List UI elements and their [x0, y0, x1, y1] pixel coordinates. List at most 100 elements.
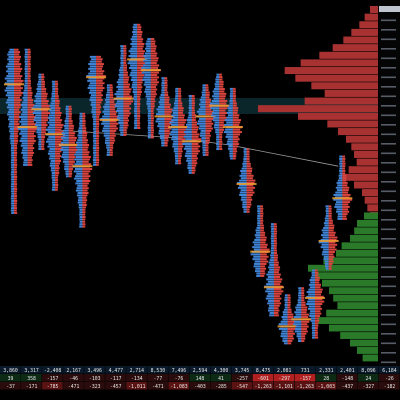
ask-cell [191, 157, 198, 160]
ask-cell [14, 195, 18, 198]
table-cell-value: 358 [27, 376, 36, 382]
ask-cell [150, 45, 157, 48]
bid-cell [131, 45, 138, 48]
ask-cell [273, 273, 281, 276]
table-cell [273, 374, 295, 382]
ask-cell [137, 28, 142, 31]
bid-cell [155, 113, 165, 116]
table-cell-value: 7,496 [172, 368, 187, 374]
ask-cell [123, 45, 127, 48]
ask-cell [301, 328, 307, 331]
ask-cell [205, 132, 211, 135]
bid-cell [77, 192, 83, 194]
ask-cell [55, 176, 58, 179]
bid-cell [146, 102, 151, 105]
bid-cell [310, 319, 315, 322]
bid-cell [9, 127, 14, 130]
bid-cell [65, 172, 69, 175]
ask-cell [14, 151, 18, 154]
ask-cell [314, 293, 322, 296]
ask-cell [273, 242, 278, 245]
bid-cell [294, 330, 302, 333]
axis-tick [381, 57, 396, 60]
ask-cell [301, 306, 308, 309]
bid-cell [103, 105, 110, 108]
ask-cell [246, 172, 252, 175]
ask-cell [301, 316, 309, 319]
bid-cell [338, 174, 343, 177]
bid-cell [148, 122, 151, 125]
ask-cell [260, 212, 264, 215]
ask-cell [14, 142, 18, 145]
ask-cell [342, 155, 346, 158]
ask-cell [109, 93, 114, 96]
table-cell [315, 366, 337, 374]
ask-cell [55, 114, 61, 117]
axis-tick [381, 114, 396, 117]
ask-cell [150, 90, 156, 93]
ask-cell [328, 217, 332, 220]
bid-cell [47, 116, 56, 119]
bid-cell [298, 294, 302, 297]
ask-cell [27, 87, 32, 90]
bid-cell [119, 124, 124, 127]
bid-cell [131, 83, 138, 86]
bid-cell [322, 231, 329, 234]
footprint-bar [72, 112, 93, 228]
ask-cell [150, 88, 158, 91]
ask-cell [14, 185, 17, 188]
ask-cell [205, 108, 212, 111]
bid-cell [21, 123, 28, 126]
ask-cell [41, 104, 51, 107]
bid-cell [93, 142, 97, 145]
bid-cell [266, 278, 274, 281]
bid-cell [269, 268, 274, 271]
table-cell-value: -1,101 [276, 384, 293, 390]
bid-cell [161, 144, 165, 147]
ask-cell [27, 82, 31, 85]
ask-cell [219, 121, 224, 124]
ask-cell [27, 147, 35, 150]
ask-cell [328, 214, 332, 217]
bid-cell [239, 179, 247, 182]
ask-cell [55, 102, 60, 105]
bid-cell [20, 144, 28, 147]
bid-cell [198, 117, 206, 120]
ask-cell [123, 71, 129, 74]
ask-cell [260, 229, 264, 232]
bid-cell [201, 139, 206, 142]
bid-cell [34, 116, 42, 119]
ask-cell [68, 127, 74, 130]
table-cell [168, 374, 189, 382]
bid-cell [255, 267, 261, 270]
ask-cell [96, 99, 103, 102]
bid-cell [227, 114, 233, 117]
ask-cell [287, 327, 296, 330]
ask-cell [96, 137, 100, 140]
bid-cell [11, 144, 14, 147]
bid-cell [270, 223, 274, 226]
bid-cell [104, 141, 110, 144]
ask-cell [96, 111, 101, 114]
ask-cell [260, 217, 263, 220]
bid-cell [38, 78, 42, 81]
bid-cell [200, 132, 206, 135]
bid-cell [188, 169, 192, 172]
ask-cell [109, 122, 119, 125]
bid-cell [11, 171, 14, 174]
bid-cell [241, 167, 247, 170]
ask-cell [342, 191, 349, 194]
ask-cell [164, 125, 170, 128]
ask-cell [178, 107, 184, 110]
ask-cell [82, 168, 93, 170]
ask-cell [273, 309, 280, 312]
bid-cell [24, 53, 28, 56]
ask-cell [137, 31, 143, 33]
ask-cell [205, 86, 209, 89]
bid-cell [309, 315, 315, 318]
bid-cell [282, 337, 288, 340]
ask-cell [96, 108, 101, 111]
ask-cell [14, 87, 23, 90]
ask-cell [109, 105, 116, 108]
ask-cell [205, 96, 210, 99]
